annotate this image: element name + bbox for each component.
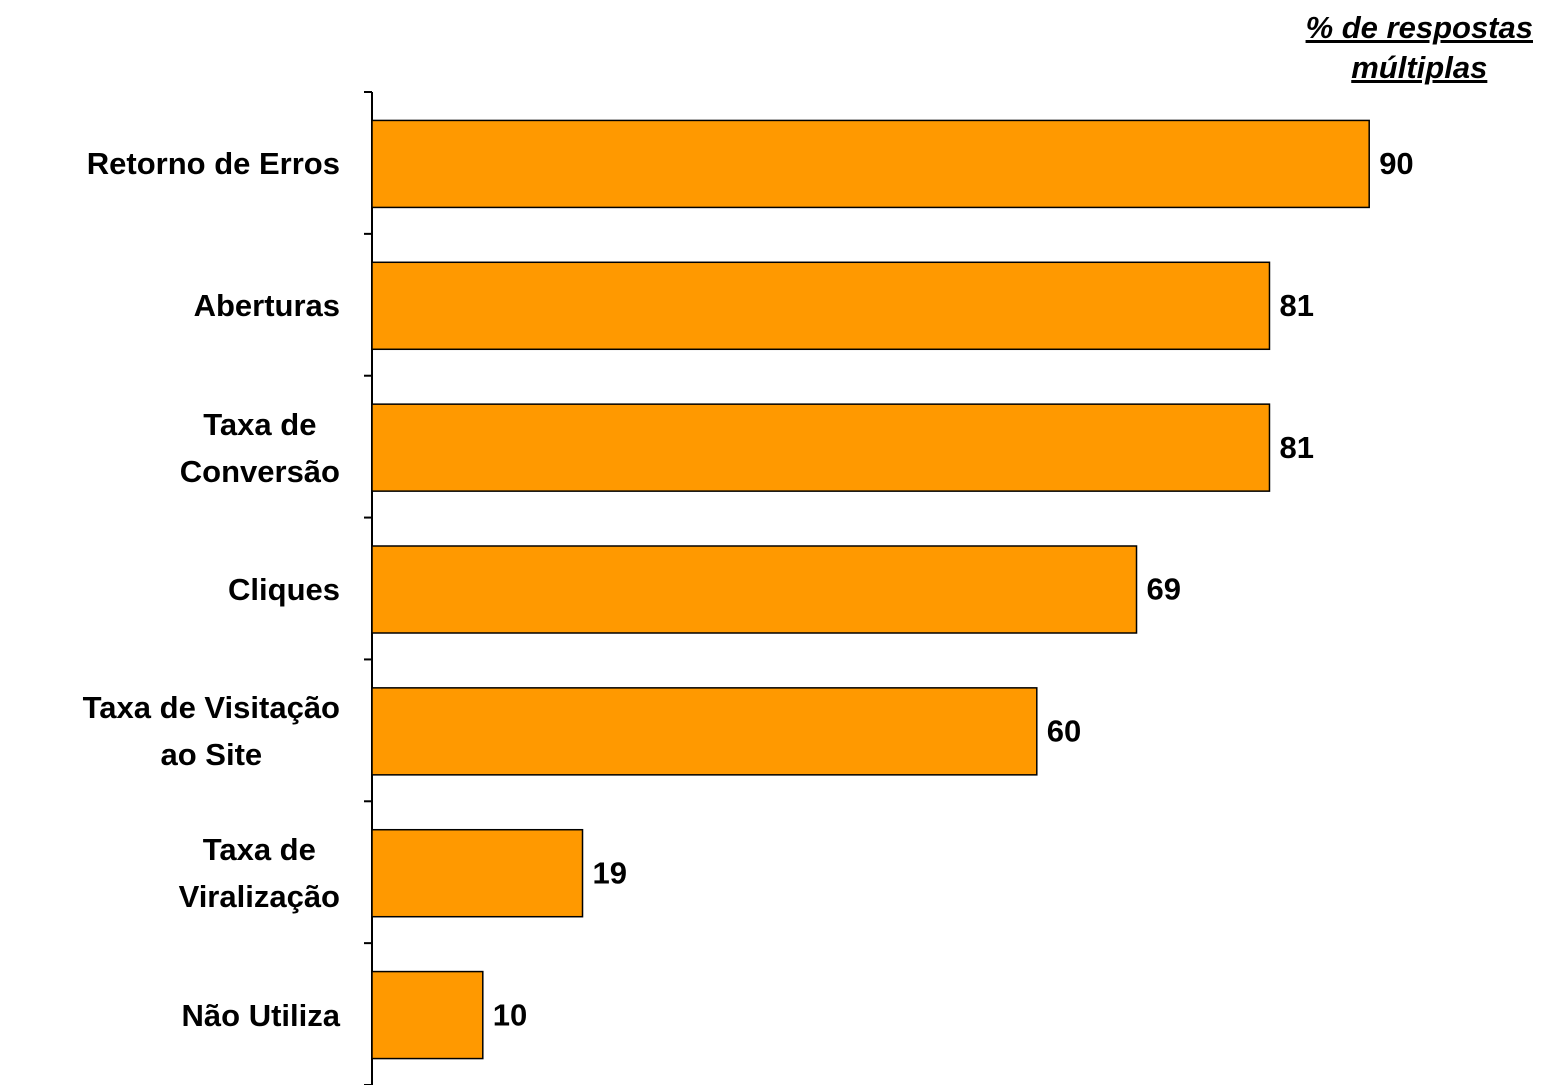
category-label: Taxa de Conversão bbox=[179, 406, 340, 489]
data-label: 60 bbox=[1047, 714, 1081, 749]
data-label: 90 bbox=[1379, 146, 1413, 181]
category-label: Taxa de Visitação ao Site bbox=[82, 690, 340, 773]
bar bbox=[371, 970, 484, 1060]
category-label: Taxa de Viralização bbox=[178, 832, 340, 915]
bar bbox=[371, 403, 1271, 492]
bar bbox=[371, 261, 1271, 351]
bar bbox=[371, 687, 1038, 776]
data-label: 69 bbox=[1147, 572, 1181, 607]
data-label: 19 bbox=[593, 855, 627, 890]
bar bbox=[371, 119, 1370, 209]
data-label: 81 bbox=[1279, 288, 1313, 323]
category-label: Cliques bbox=[228, 572, 340, 607]
data-label: 10 bbox=[493, 997, 527, 1032]
chart-title: % de respostas múltiplas bbox=[1305, 10, 1533, 85]
category-label: Retorno de Erros bbox=[86, 146, 340, 182]
bar bbox=[371, 545, 1138, 634]
data-label: 81 bbox=[1279, 430, 1313, 465]
category-label: Não Utiliza bbox=[181, 997, 340, 1033]
category-label: Aberturas bbox=[193, 288, 340, 324]
bar bbox=[371, 828, 584, 918]
